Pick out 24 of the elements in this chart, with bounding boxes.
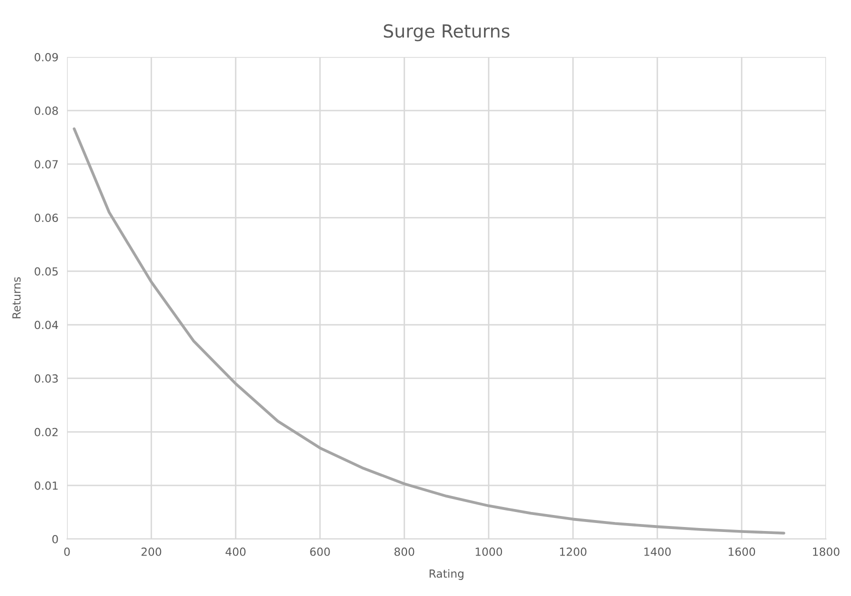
y-tick-label: 0.01	[34, 481, 58, 490]
x-tick-label: 1400	[644, 548, 671, 556]
y-tick-label: 0.05	[34, 267, 58, 276]
x-tick-label: 1600	[728, 548, 756, 556]
x-tick-label: 0	[64, 548, 70, 556]
y-tick-label: 0	[52, 534, 58, 544]
x-tick-label: 1800	[813, 548, 840, 556]
x-tick-label: 800	[394, 548, 414, 556]
x-axis-title: Rating	[430, 569, 464, 580]
x-tick-label: 400	[226, 548, 246, 556]
x-tick-label: 200	[142, 548, 162, 556]
line-series	[72, 127, 786, 534]
chart-title: Surge Returns	[384, 24, 510, 42]
y-tick-label: 0.09	[34, 52, 58, 62]
y-axis-title: Returns	[12, 277, 21, 318]
y-tick-label: 0.04	[34, 320, 58, 330]
y-tick-label: 0.07	[34, 160, 58, 168]
x-tick-label: 1200	[560, 548, 586, 556]
y-tick-label: 0.03	[34, 374, 58, 383]
x-tick-label: 1000	[476, 548, 502, 556]
x-tick-label: 600	[310, 548, 330, 556]
y-tick-label: 0.08	[34, 106, 58, 115]
y-tick-label: 0.06	[34, 214, 58, 222]
y-tick-label: 0.02	[34, 428, 58, 436]
